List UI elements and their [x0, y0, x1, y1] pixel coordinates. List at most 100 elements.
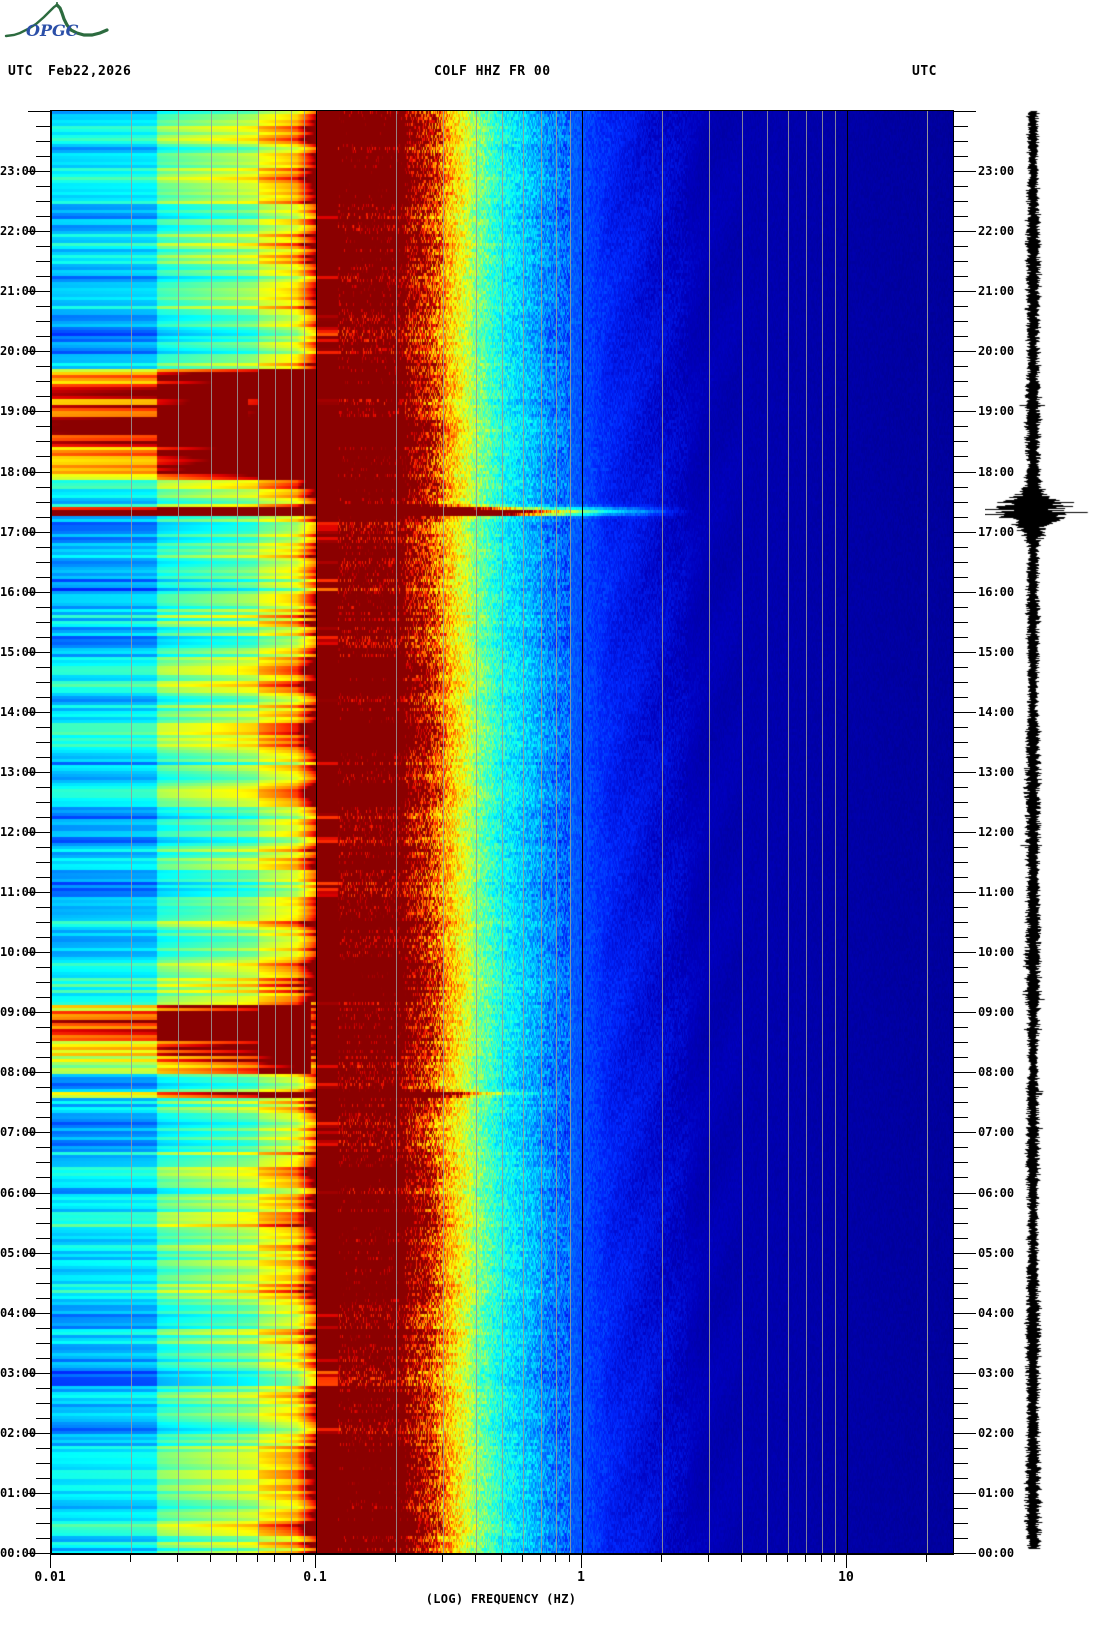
- time-tick-left: [36, 682, 50, 683]
- time-label-left-1700: 17:00: [0, 525, 27, 539]
- time-tick-left: [36, 1478, 50, 1479]
- time-tick-right: [954, 1373, 976, 1374]
- time-tick-right: [954, 201, 968, 202]
- time-tick-right: [954, 1268, 968, 1269]
- time-tick-right: [954, 1403, 968, 1404]
- time-tick-left: [36, 967, 50, 968]
- time-tick-right: [954, 1102, 968, 1103]
- time-tick-right: [954, 186, 968, 187]
- spectrogram-plot[interactable]: [50, 111, 954, 1553]
- time-tick-right: [954, 1358, 968, 1359]
- time-tick-left: [36, 847, 50, 848]
- time-tick-right: [954, 487, 968, 488]
- time-tick-left: [36, 1102, 50, 1103]
- time-tick-right: [954, 1223, 968, 1224]
- time-tick-left: [36, 502, 50, 503]
- time-tick-left: [36, 607, 50, 608]
- time-tick-right: [954, 1253, 976, 1254]
- time-label-left-0000: 00:00: [0, 1546, 27, 1560]
- time-tick-left: [36, 216, 50, 217]
- time-tick-right: [954, 787, 968, 788]
- time-label-left-1900: 19:00: [0, 404, 27, 418]
- time-tick-left: [36, 321, 50, 322]
- time-tick-right: [954, 952, 976, 953]
- gridline-1hz: [582, 111, 583, 1553]
- time-label-left-1400: 14:00: [0, 705, 27, 719]
- freq-tick-0.04hz: [210, 1555, 211, 1562]
- freq-tick-0.03hz: [177, 1555, 178, 1562]
- time-tick-right: [954, 982, 968, 983]
- time-tick-left: [36, 562, 50, 563]
- gridline-10hz: [847, 111, 848, 1553]
- time-tick-right: [954, 1238, 968, 1239]
- time-tick-left: [36, 937, 50, 938]
- time-tick-right: [954, 697, 968, 698]
- time-tick-right: [954, 1087, 968, 1088]
- time-tick-left: [36, 907, 50, 908]
- seismogram-trace: [985, 104, 1097, 1556]
- freq-tick-0.01hz: [50, 1555, 51, 1568]
- gridline-7hz: [806, 111, 807, 1553]
- time-tick-right: [954, 757, 968, 758]
- gridline-0.05hz: [237, 111, 238, 1553]
- time-tick-left: [36, 1177, 50, 1178]
- time-tick-right: [954, 261, 968, 262]
- time-tick-left: [36, 1283, 50, 1284]
- time-label-left-0900: 09:00: [0, 1005, 27, 1019]
- time-label-left-1000: 10:00: [0, 945, 27, 959]
- freq-tick-0.05hz: [236, 1555, 237, 1562]
- time-tick-right: [954, 802, 968, 803]
- time-tick-right: [954, 1208, 968, 1209]
- gridline-0.09hz: [304, 111, 305, 1553]
- freq-label-1: 1: [577, 1570, 585, 1585]
- time-tick-right: [954, 502, 968, 503]
- gridline-0.08hz: [291, 111, 292, 1553]
- time-tick-right: [954, 156, 968, 157]
- time-tick-right: [954, 291, 976, 292]
- time-tick-right: [954, 1448, 968, 1449]
- time-tick-left: [36, 1268, 50, 1269]
- time-tick-right: [954, 1463, 968, 1464]
- time-label-left-2200: 22:00: [0, 224, 27, 238]
- freq-tick-0.02hz: [130, 1555, 131, 1562]
- time-label-left-0200: 02:00: [0, 1426, 27, 1440]
- freq-tick-0.2hz: [395, 1555, 396, 1562]
- freq-tick-8hz: [821, 1555, 822, 1562]
- time-tick-left: [36, 1117, 50, 1118]
- time-tick-right: [954, 1193, 976, 1194]
- time-tick-right: [954, 1418, 968, 1419]
- time-tick-right: [954, 1433, 976, 1434]
- time-tick-left: [36, 547, 50, 548]
- time-tick-left: [36, 1147, 50, 1148]
- time-tick-left: [36, 1057, 50, 1058]
- time-tick-right: [954, 441, 968, 442]
- time-tick-right: [954, 1132, 976, 1133]
- time-tick-right: [954, 366, 968, 367]
- time-tick-right: [954, 321, 968, 322]
- time-tick-right: [954, 1313, 976, 1314]
- gridline-0.02hz: [131, 111, 132, 1553]
- time-tick-right: [954, 877, 968, 878]
- gridline-0.06hz: [258, 111, 259, 1553]
- time-tick-left: [36, 1523, 50, 1524]
- gridline-8hz: [822, 111, 823, 1553]
- time-tick-right: [954, 1072, 976, 1073]
- time-tick-right: [954, 1283, 968, 1284]
- time-tick-right: [954, 517, 968, 518]
- time-tick-right: [954, 682, 968, 683]
- time-tick-left: [36, 276, 50, 277]
- time-tick-right: [954, 967, 968, 968]
- gridline-0.4hz: [476, 111, 477, 1553]
- time-tick-right: [954, 351, 976, 352]
- time-tick-right: [954, 1042, 968, 1043]
- time-label-left-1100: 11:00: [0, 885, 27, 899]
- time-tick-right: [954, 847, 968, 848]
- time-tick-right: [954, 411, 976, 412]
- time-tick-left: [36, 1508, 50, 1509]
- time-tick-right: [954, 607, 968, 608]
- time-tick-right: [954, 817, 968, 818]
- time-tick-right: [954, 1147, 968, 1148]
- time-tick-left: [36, 1463, 50, 1464]
- time-tick-left: [36, 426, 50, 427]
- time-tick-right: [954, 1538, 968, 1539]
